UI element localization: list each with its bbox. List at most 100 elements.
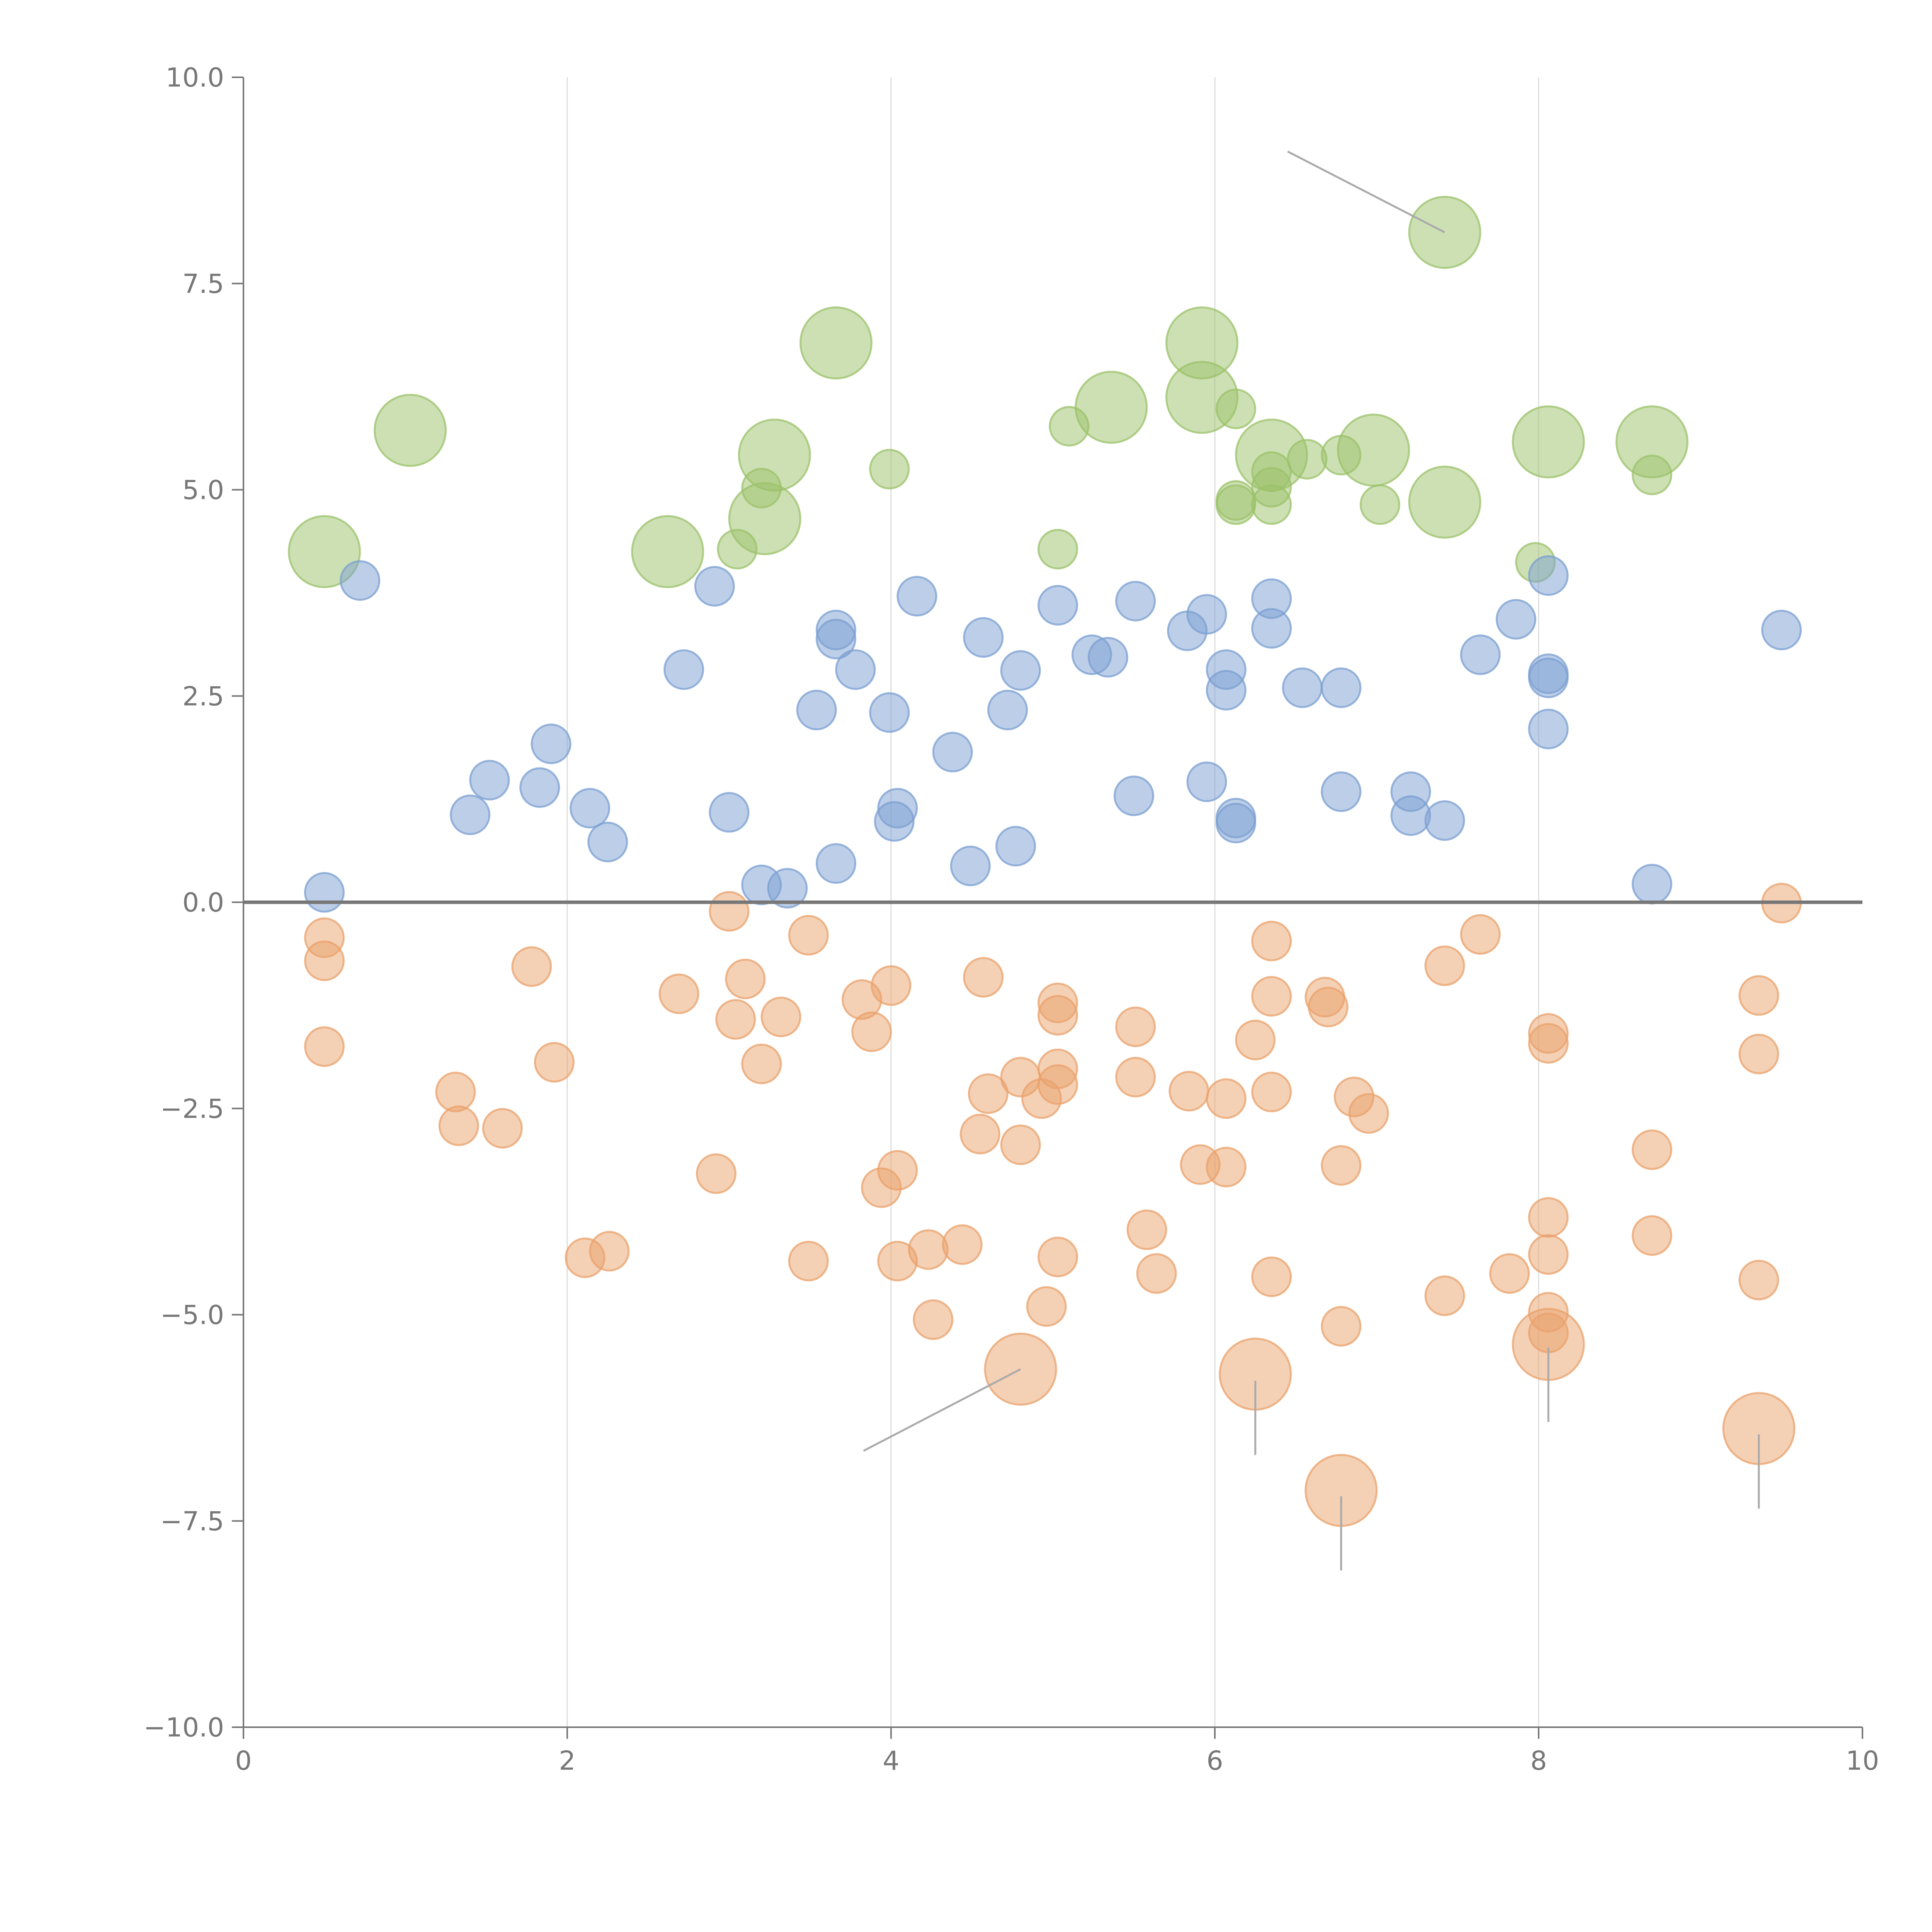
green-bubble [1215, 388, 1256, 429]
y-tick-label: 10.0 [166, 63, 224, 93]
y-tick-label: −7.5 [160, 1506, 224, 1537]
orange-bubble [1235, 1020, 1276, 1061]
orange-bubble [1321, 1145, 1362, 1186]
orange-bubble [725, 959, 766, 1000]
blue-bubble [932, 731, 973, 772]
orange-bubble [1126, 1209, 1167, 1250]
orange-bubble [942, 1224, 983, 1265]
orange-bubble [1348, 1093, 1389, 1134]
green-bubble [799, 306, 873, 379]
blue-bubble [1087, 637, 1128, 678]
orange-bubble [788, 915, 829, 956]
green-bubble [1359, 484, 1400, 525]
x-tick-label: 0 [235, 1746, 252, 1776]
orange-bubble [696, 1153, 736, 1194]
blue-bubble [1251, 608, 1292, 649]
blue-bubble [1215, 803, 1256, 844]
y-tick-label: 7.5 [182, 269, 224, 299]
blue-bubble [796, 690, 837, 731]
blue-bubble [963, 617, 1004, 658]
green-bubble [1337, 413, 1410, 487]
orange-bubble [1251, 976, 1292, 1017]
y-tick-label: −10.0 [144, 1713, 224, 1743]
orange-bubble [1115, 1057, 1156, 1098]
green-bubble [1512, 405, 1585, 479]
blue-bubble [587, 821, 628, 862]
blue-bubble [531, 723, 571, 764]
orange-bubble [1037, 1236, 1078, 1277]
blue-bubble [450, 794, 491, 835]
blue-bubble [869, 692, 910, 733]
blue-bubble [995, 826, 1036, 867]
green-bubble [1631, 454, 1672, 495]
orange-bubble [589, 1231, 630, 1272]
orange-bubble [908, 1229, 949, 1270]
blue-bubble [1115, 581, 1156, 622]
orange-bubble [1528, 1234, 1569, 1275]
orange-bubble [304, 940, 345, 981]
annotation-leader-line [1287, 150, 1446, 233]
orange-bubble [1168, 1071, 1209, 1112]
blue-bubble [1390, 795, 1431, 836]
green-bubble [738, 418, 811, 492]
blue-bubble [896, 576, 937, 617]
orange-bubble [438, 1105, 479, 1146]
orange-bubble [1206, 1078, 1247, 1119]
blue-bubble [816, 843, 857, 884]
blue-bubble [1528, 555, 1569, 596]
orange-bubble [1424, 1275, 1465, 1316]
orange-bubble [968, 1073, 1009, 1114]
orange-bubble [482, 1108, 523, 1149]
blue-bubble [1424, 800, 1465, 841]
orange-bubble [1424, 945, 1465, 986]
orange-bubble [741, 1043, 782, 1084]
orange-bubble [1460, 914, 1501, 955]
blue-bubble [1460, 634, 1501, 675]
orange-bubble [709, 891, 750, 932]
orange-bubble [851, 1011, 892, 1052]
blue-bubble [816, 619, 857, 660]
orange-bubble [1251, 1071, 1292, 1112]
axis-layer: 0 2 4 6 8 10 10.0 7.5 5.0 2.5 0.0 −2.5 −5.0 −7.5 −10.0 [144, 63, 1879, 1776]
orange-bubble [959, 1114, 1000, 1155]
orange-bubble [658, 973, 699, 1014]
x-tick-label: 10 [1846, 1746, 1879, 1776]
orange-bubble [1308, 986, 1349, 1027]
blue-bubble [1528, 657, 1569, 698]
x-tick-label: 4 [883, 1746, 899, 1776]
blue-bubble [663, 649, 704, 690]
orange-bubble [913, 1299, 954, 1340]
green-bubble [1075, 371, 1148, 444]
blue-bubble [874, 801, 915, 842]
blue-bubble [1186, 594, 1227, 635]
annotation-layer [863, 150, 1760, 1571]
orange-bubble [1321, 1306, 1362, 1347]
y-tick-label: 2.5 [182, 681, 224, 712]
blue-bubble [767, 868, 808, 909]
blue-bubble [469, 760, 510, 801]
blue-bubble [835, 649, 876, 690]
orange-bubble [1738, 1034, 1779, 1075]
blue-bubble [987, 690, 1028, 731]
blue-bubble [1495, 599, 1536, 640]
orange-bubble [435, 1071, 476, 1112]
orange-bubble [1206, 1146, 1247, 1187]
blue-bubble [1000, 650, 1041, 691]
orange-bubble [1528, 1023, 1569, 1064]
x-tick-label: 2 [559, 1746, 575, 1776]
blue-bubble [1114, 776, 1154, 816]
y-tick-label: 0.0 [182, 888, 224, 918]
blue-bubble [1528, 709, 1569, 750]
green-bubble [869, 449, 910, 490]
green-bubble [1408, 466, 1481, 539]
green-bubble [1037, 529, 1078, 570]
orange-bubble [788, 1241, 829, 1282]
blue-bubble [304, 872, 345, 913]
green-bubble [288, 515, 361, 588]
green-bubble [374, 394, 447, 467]
green-bubble [631, 515, 704, 588]
blue-bubble [950, 845, 991, 886]
orange-bubble [760, 997, 801, 1037]
y-tick-label: −5.0 [160, 1300, 224, 1331]
